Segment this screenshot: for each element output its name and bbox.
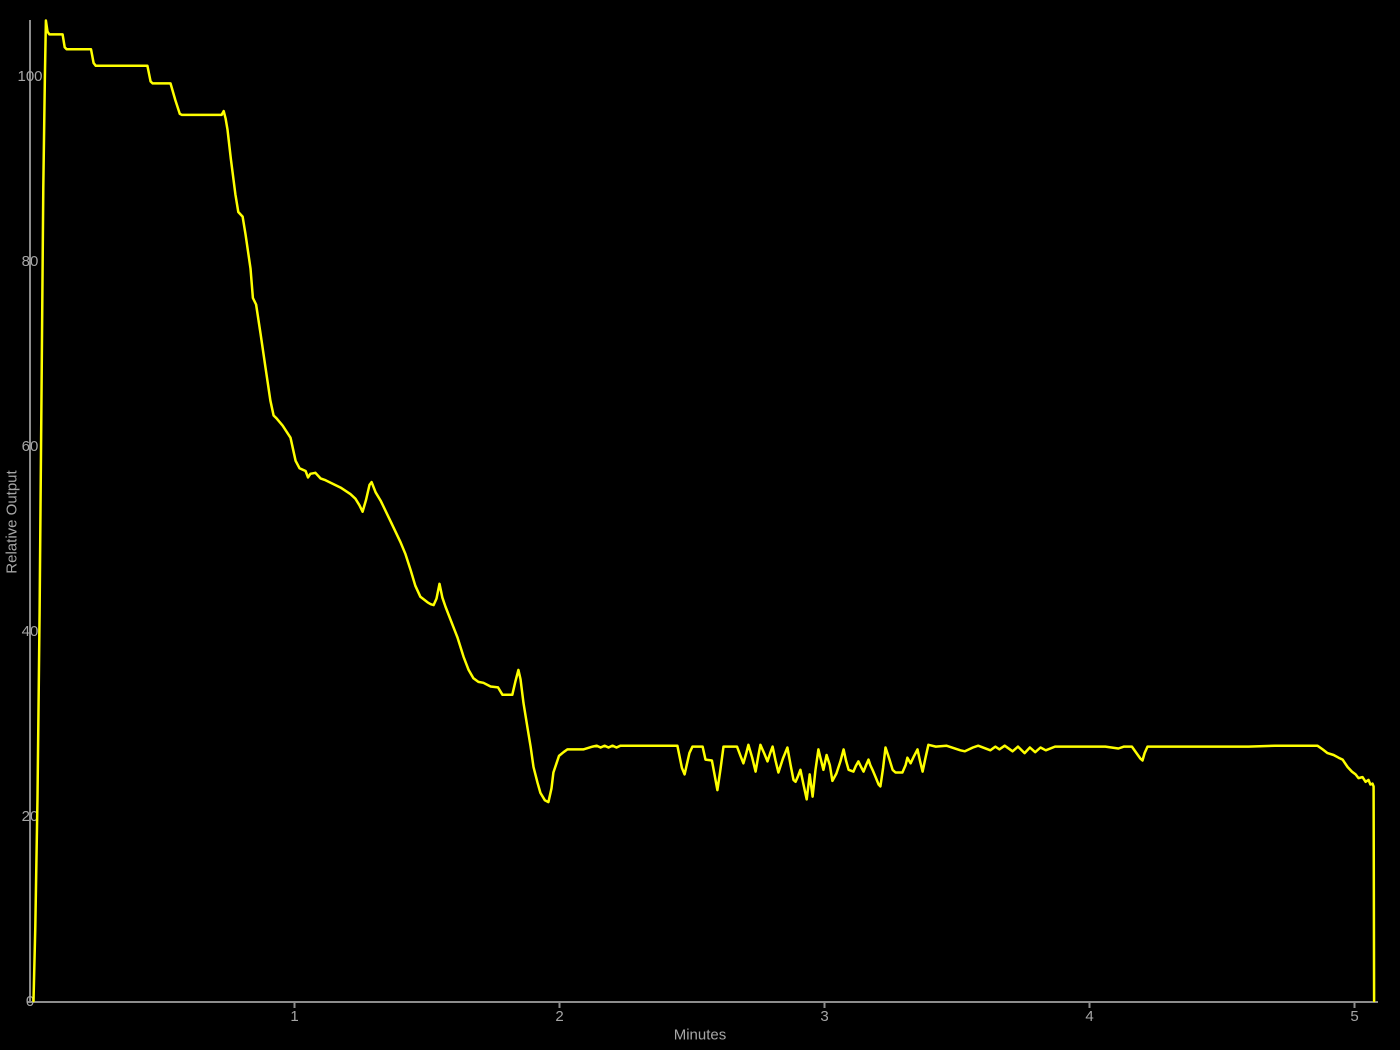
y-tick-label: 40 <box>22 623 39 640</box>
y-tick-label: 20 <box>22 808 39 825</box>
y-axis-title: Relative Output <box>3 470 21 574</box>
x-tick-label: 3 <box>820 1008 828 1025</box>
x-tick-label: 5 <box>1350 1008 1358 1025</box>
x-tick-label: 1 <box>290 1008 298 1025</box>
x-tick-label: 2 <box>555 1008 563 1025</box>
x-tick-label: 4 <box>1085 1008 1093 1025</box>
x-axis-title: Minutes <box>673 1026 727 1044</box>
y-tick-label: 80 <box>22 253 39 270</box>
y-tick-label: 60 <box>22 438 39 455</box>
output-line <box>32 19 1376 1003</box>
y-tick-label: 100 <box>17 68 42 85</box>
y-tick-label: 0 <box>26 993 34 1010</box>
